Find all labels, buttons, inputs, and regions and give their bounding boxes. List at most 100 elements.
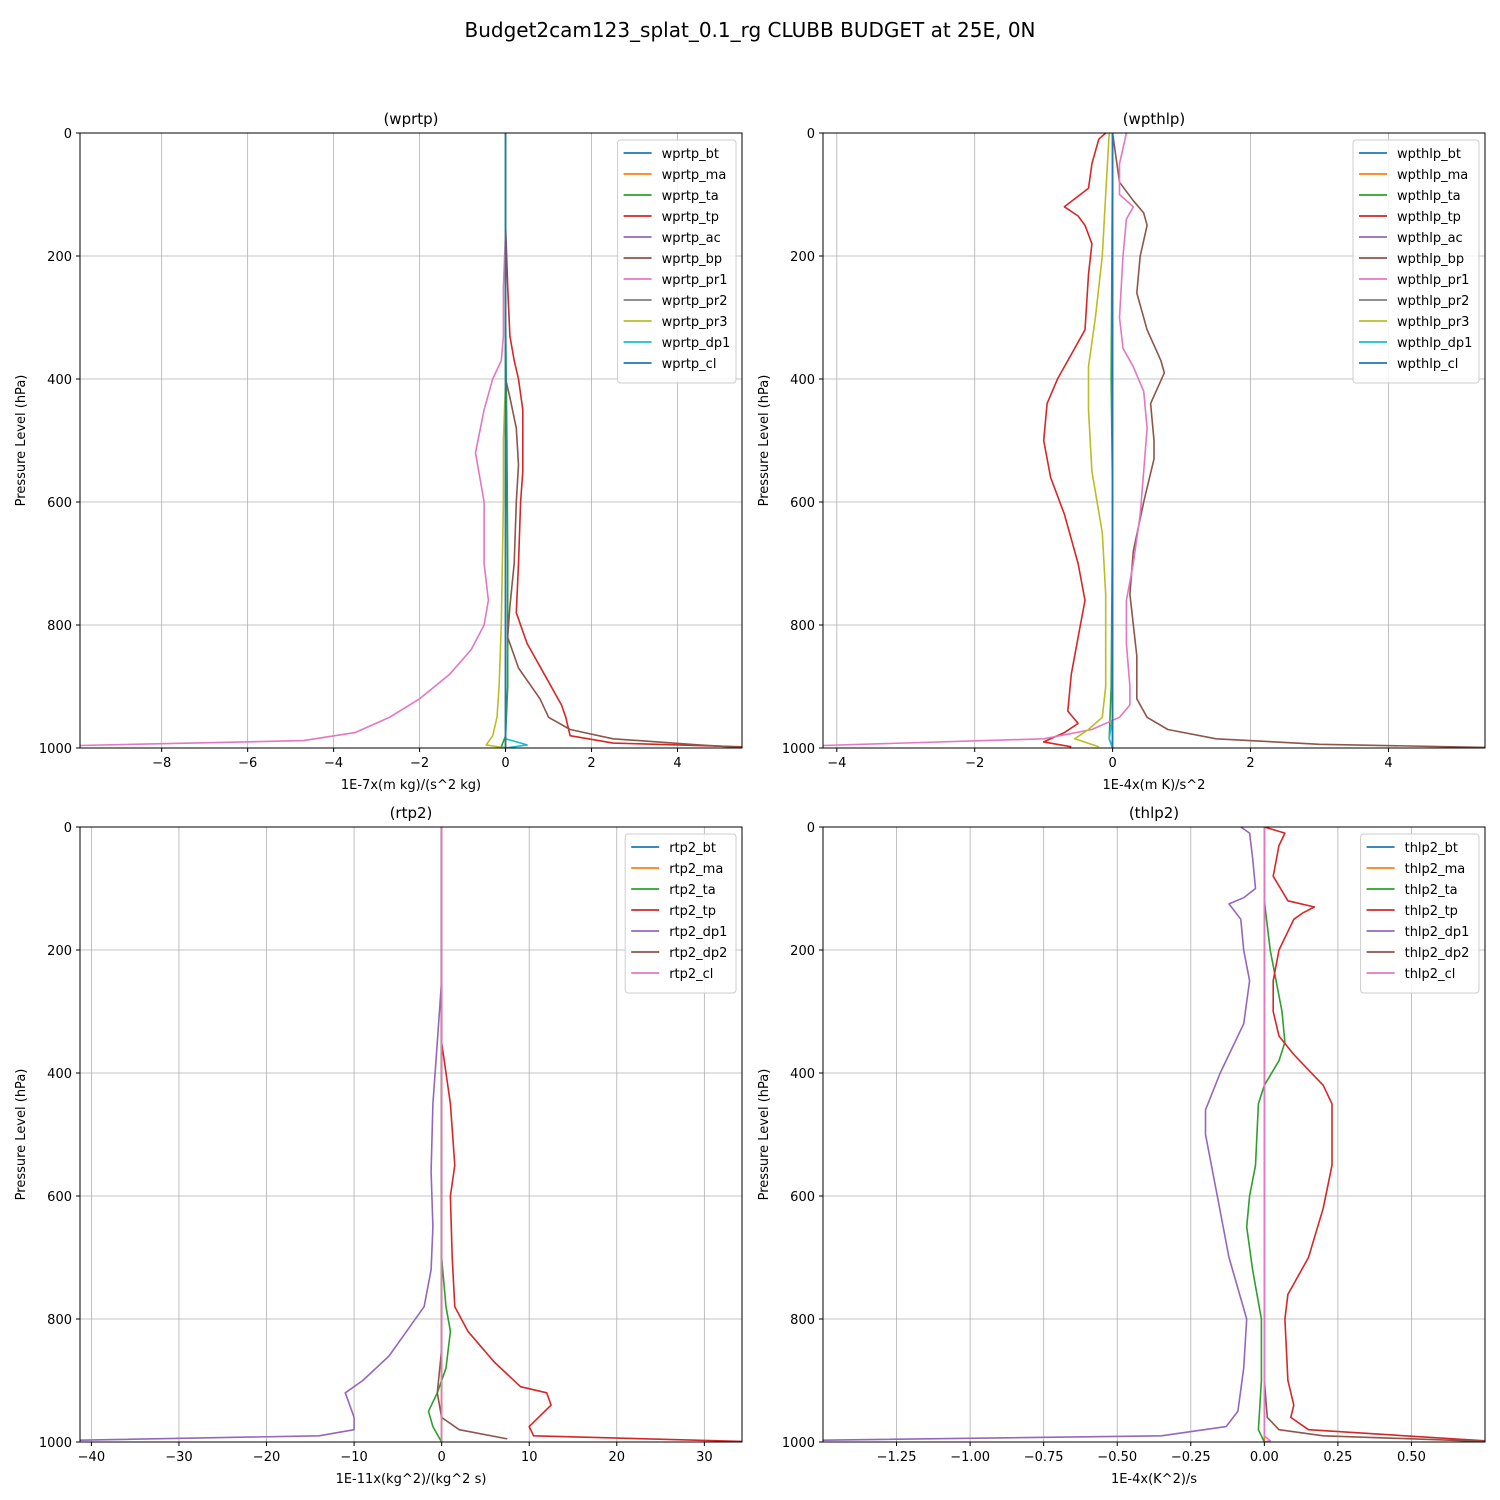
legend-entry: thlp2_cl [1405, 967, 1456, 982]
chart-title: (rtp2) [390, 804, 433, 822]
y-axis-label: Pressure Level (hPa) [757, 375, 772, 507]
series-line-rtp2_ta [427, 827, 452, 1442]
legend-entry: thlp2_ma [1405, 862, 1466, 877]
y-tick-label: 400 [790, 1067, 815, 1082]
y-tick-label: 1000 [39, 742, 72, 757]
y-tick-label: 0 [807, 821, 815, 836]
x-tick-label: −40 [78, 1450, 105, 1465]
y-tick-label: 600 [790, 1190, 815, 1205]
legend-entry: wpthlp_cl [1397, 357, 1458, 372]
series-line-thlp2_ta [1245, 827, 1286, 1442]
x-axis-label: 1E-7x(m kg)/(s^2 kg) [341, 778, 481, 793]
legend-entry: wpthlp_pr2 [1397, 294, 1469, 309]
x-tick-label: 30 [696, 1450, 713, 1465]
legend-entry: wpthlp_bp [1397, 252, 1464, 267]
x-tick-label: 0.00 [1250, 1450, 1279, 1465]
legend-entry: wpthlp_tp [1397, 210, 1461, 225]
chart-panel-2: −4 −2 0 2 4 0 200 400 600 800 1000 (wpthlp) 1E-4x(m … [757, 110, 1486, 793]
series-line-wprtp_ta [500, 133, 509, 748]
x-tick-label: 2 [1246, 756, 1254, 771]
x-axis-label: 1E-4x(m K)/s^2 [1103, 778, 1206, 793]
series-line-wpthlp_bp [1111, 133, 1485, 748]
legend-entry: wprtp_pr3 [662, 315, 728, 330]
series-line-rtp2_dp1 [80, 827, 443, 1441]
legend: wprtp_bt wprtp_ma wprtp_ta wprtp_tp wprtp_ac… [617, 139, 737, 384]
y-tick-label: 800 [790, 619, 815, 634]
legend-entry: rtp2_bt [669, 841, 716, 856]
y-tick-label: 600 [790, 496, 815, 511]
legend-entry: thlp2_dp2 [1405, 946, 1470, 961]
legend-entry: thlp2_tp [1405, 904, 1458, 919]
legend-frame [624, 833, 737, 994]
series-line-wprtp_bp [504, 133, 742, 748]
x-axis-label: 1E-4x(K^2)/s [1111, 1472, 1197, 1487]
x-tick-label: 4 [1384, 756, 1392, 771]
y-tick-label: 400 [47, 1067, 72, 1082]
legend-entry: wpthlp_ma [1397, 168, 1468, 183]
chart-title: (wprtp) [383, 110, 438, 128]
y-axis-label: Pressure Level (hPa) [14, 1069, 29, 1201]
legend-entry: wprtp_cl [662, 357, 717, 372]
legend: wpthlp_bt wpthlp_ma wpthlp_ta wpthlp_tpwpth… [1352, 139, 1480, 384]
axes-frame [79, 132, 743, 749]
series-line-wpthlp_pr1 [823, 133, 1148, 747]
x-tick-label: −8 [152, 756, 171, 771]
series-line-thlp2_cl [1263, 827, 1271, 1442]
legend-entry: wprtp_bp [662, 252, 723, 267]
y-tick-label: 600 [47, 496, 72, 511]
y-tick-label: 200 [47, 944, 72, 959]
chart-title: (wpthlp) [1123, 110, 1186, 128]
legend-entry: wprtp_dp1 [662, 336, 731, 351]
x-tick-label: −20 [253, 1450, 280, 1465]
legend-entry: wprtp_tp [662, 210, 719, 225]
legend-entry: wprtp_bt [662, 147, 719, 162]
x-tick-label: −4 [324, 756, 343, 771]
x-tick-label: 2 [587, 756, 595, 771]
legend-frame [1352, 139, 1480, 384]
series-group [80, 133, 742, 748]
x-tick-label: −1.00 [950, 1450, 990, 1465]
y-axis-label: Pressure Level (hPa) [757, 1069, 772, 1201]
legend: thlp2_bt thlp2_ma thlp2_ta thlp2_tp thlp2_dp… [1360, 833, 1480, 994]
y-tick-label: 400 [47, 373, 72, 388]
x-axis-label: 1E-11x(kg^2)/(kg^2 s) [336, 1472, 487, 1487]
x-tick-label: 20 [609, 1450, 626, 1465]
x-tick-label: 10 [521, 1450, 538, 1465]
x-tick-label: −0.75 [1024, 1450, 1064, 1465]
y-tick-label: 1000 [39, 1436, 72, 1451]
y-tick-label: 0 [64, 821, 72, 836]
series-line-wpthlp_pr3 [1073, 133, 1110, 748]
y-tick-label: 0 [807, 127, 815, 142]
legend: rtp2_bt rtp2_ma rtp2_ta rtp2_tp rtp2_dp1 rtp2… [624, 833, 737, 994]
legend-entry: thlp2_ta [1405, 883, 1458, 898]
legend-frame [1360, 833, 1480, 994]
y-tick-label: 200 [790, 250, 815, 265]
x-tick-label: −0.25 [1171, 1450, 1211, 1465]
y-tick-label: 800 [47, 1313, 72, 1328]
legend-entry: wpthlp_ta [1397, 189, 1461, 204]
x-tick-label: 4 [673, 756, 681, 771]
legend-entry: rtp2_dp2 [669, 946, 727, 961]
axes-frame [79, 826, 743, 1443]
chart-panel-4: −1.25 −1.00 −0.75 −0.50 −0.25 0.00 0.25 0.50 0 20… [757, 804, 1486, 1487]
legend-entry: wpthlp_dp1 [1397, 336, 1472, 351]
series-group [823, 133, 1485, 748]
legend-entry: wprtp_pr2 [662, 294, 728, 309]
legend-entry: thlp2_dp1 [1405, 925, 1470, 940]
legend-entry: rtp2_cl [669, 967, 713, 982]
axes-frame [822, 132, 1486, 749]
chart-panel-1: −8 −6 −4 −2 0 2 4 0 200 400 600 800 1000 (wprtp) 1E-7x… [14, 110, 743, 793]
series-line-wpthlp_tp [1042, 133, 1107, 748]
legend-entry: rtp2_ma [669, 862, 723, 877]
legend-entry: wprtp_pr1 [662, 273, 728, 288]
series-line-wprtp_tp [504, 133, 742, 748]
y-tick-label: 1000 [782, 1436, 815, 1451]
x-tick-label: 0 [438, 1450, 446, 1465]
x-tick-label: −10 [340, 1450, 367, 1465]
legend-entry: wpthlp_bt [1397, 147, 1461, 162]
y-tick-label: 800 [47, 619, 72, 634]
panels: −8 −6 −4 −2 0 2 402004006008001000(wprtp)1E-7x… [14, 110, 1486, 1487]
x-tick-label: −4 [827, 756, 846, 771]
legend-entry: wpthlp_pr1 [1397, 273, 1469, 288]
